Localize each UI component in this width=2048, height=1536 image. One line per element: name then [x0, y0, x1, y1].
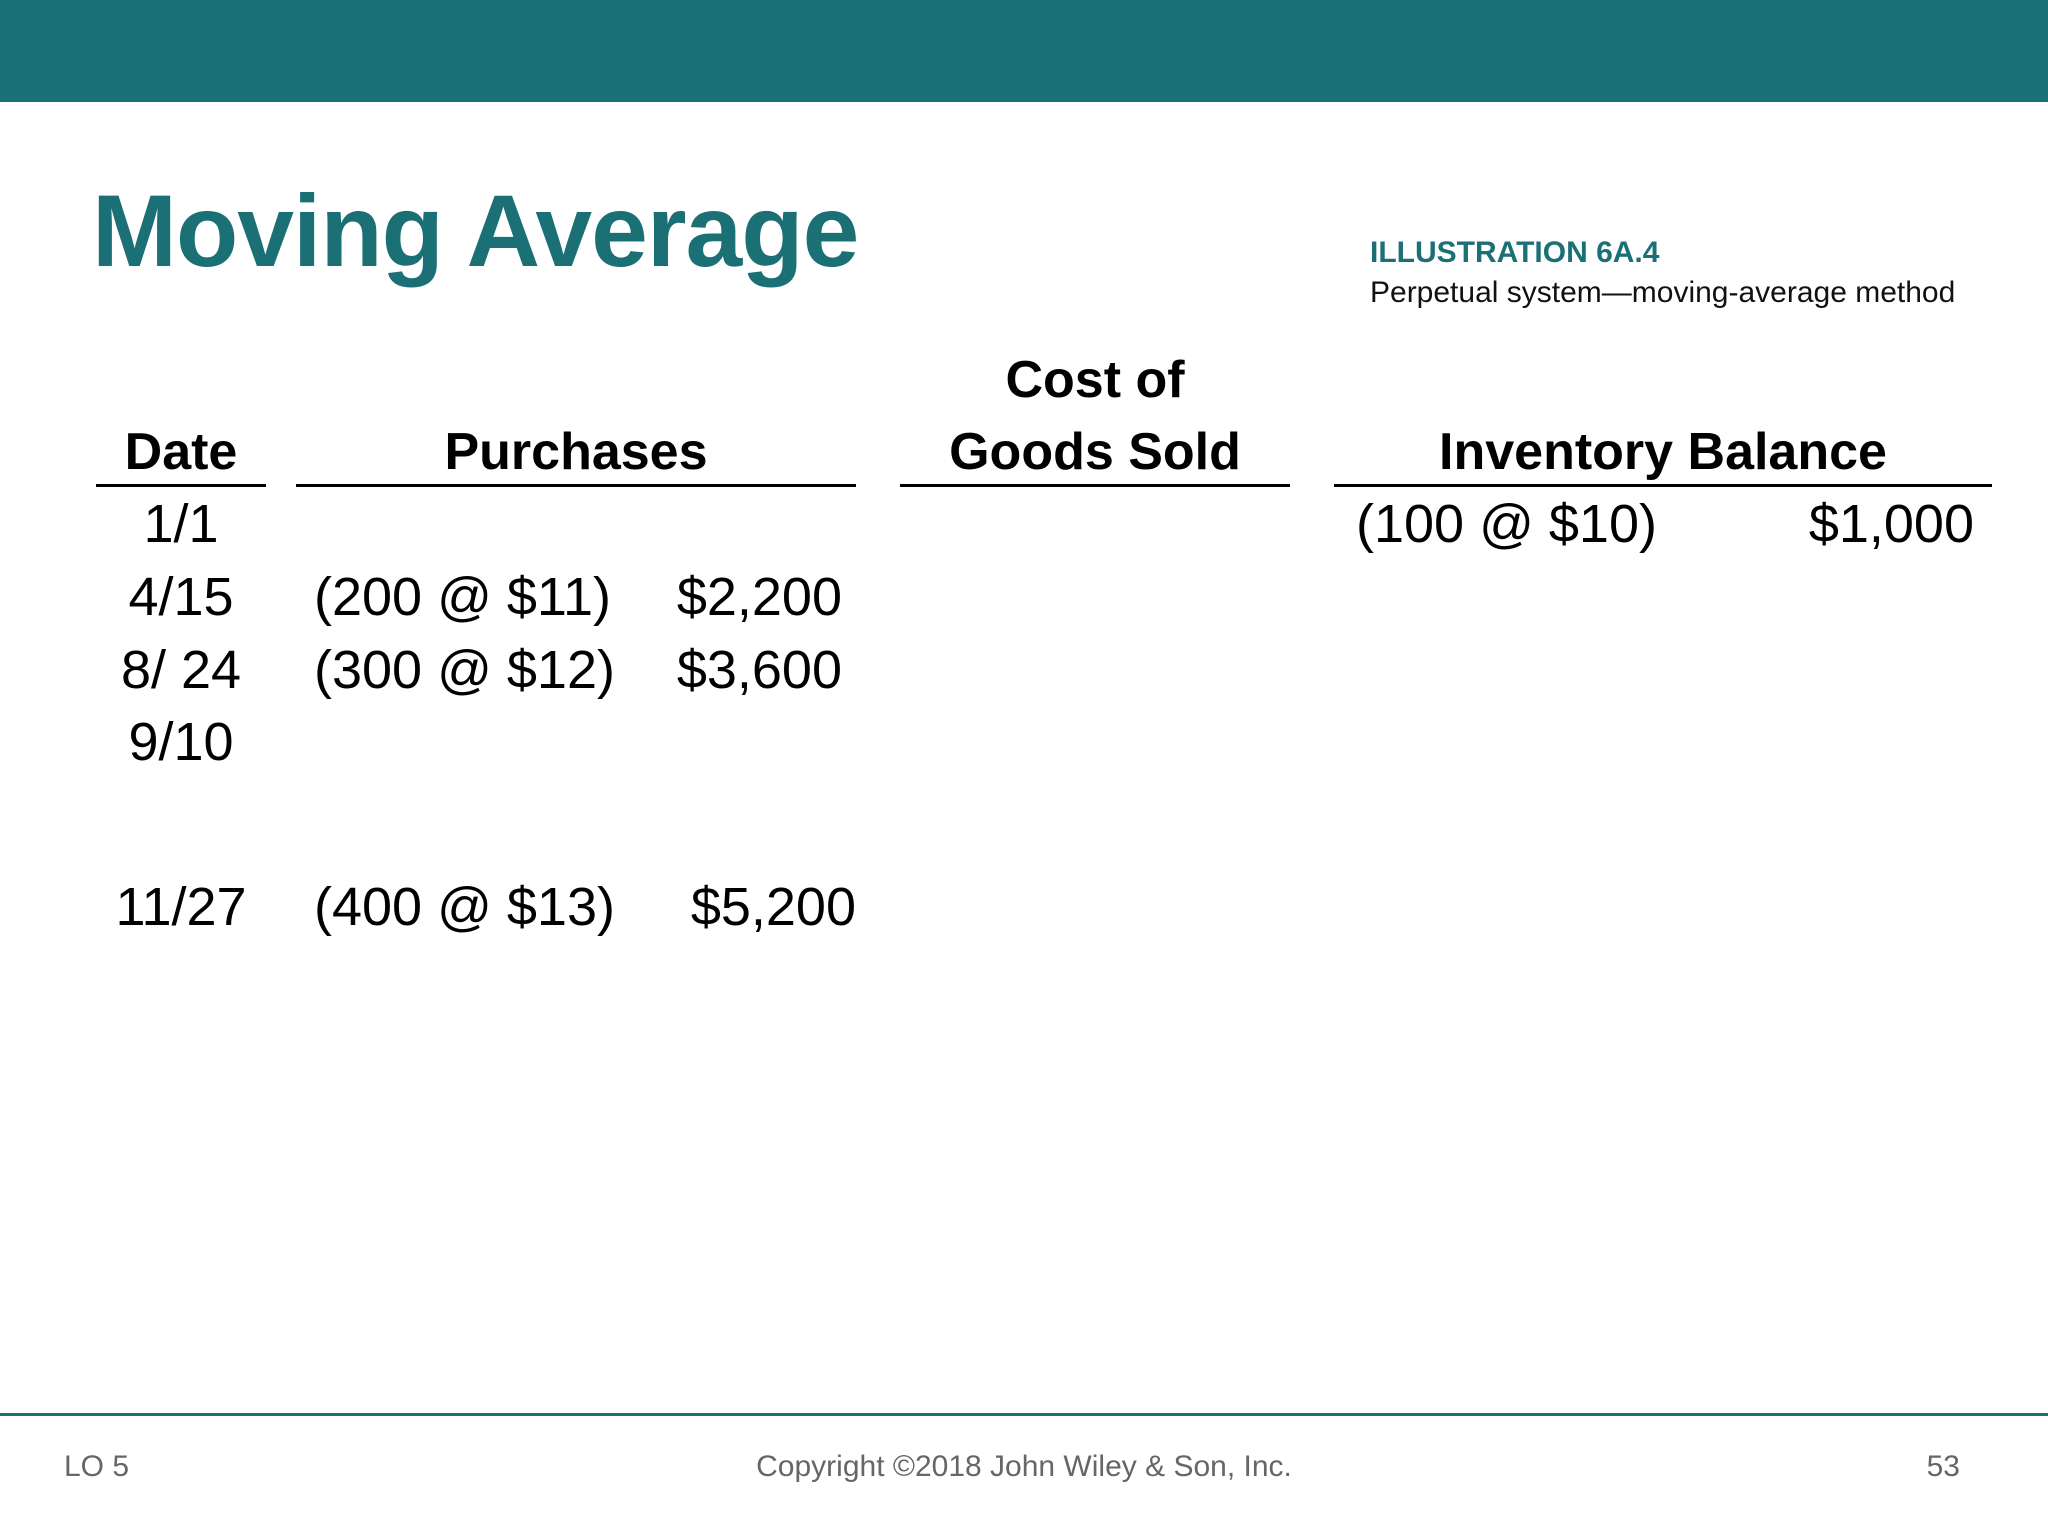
footer-divider	[0, 1413, 2048, 1416]
row-2-purchase-amount: $2,200	[676, 567, 842, 627]
header-inventory-balance: Inventory Balance	[1439, 423, 1887, 481]
header-date: Date	[124, 423, 238, 481]
row-5-date: 11/27	[115, 877, 247, 937]
row-1-inventory-units: (100 @ $10)	[1356, 494, 1657, 554]
header-cogs-rule	[900, 484, 1290, 487]
row-3-purchase-units: (300 @ $12)	[314, 640, 615, 700]
slide-title: Moving Average	[92, 174, 859, 288]
footer-copyright: Copyright ©2018 John Wiley & Son, Inc.	[756, 1450, 1292, 1483]
header-inventory-rule	[1334, 484, 1992, 487]
illustration-label: ILLUSTRATION 6A.4	[1370, 236, 1660, 269]
top-accent-bar	[0, 0, 2048, 102]
row-2-purchase-units: (200 @ $11)	[314, 567, 611, 627]
row-1-inventory-amount: $1,000	[1808, 494, 1974, 554]
row-3-date: 8/ 24	[120, 640, 242, 700]
row-2-date: 4/15	[128, 567, 234, 627]
header-cogs-line2: Goods Sold	[949, 423, 1241, 481]
row-5-purchase-amount: $5,200	[690, 877, 856, 937]
row-4-date: 9/10	[128, 712, 234, 772]
row-1-date: 1/1	[143, 494, 219, 554]
header-cogs-line1: Cost of	[1005, 351, 1185, 409]
row-3-purchase-amount: $3,600	[676, 640, 842, 700]
header-purchases-rule	[296, 484, 856, 487]
row-5-purchase-units: (400 @ $13)	[314, 877, 615, 937]
footer-page-number: 53	[1926, 1450, 1960, 1483]
header-date-rule	[96, 484, 266, 487]
footer-learning-objective: LO 5	[64, 1450, 130, 1483]
header-purchases: Purchases	[444, 423, 708, 481]
illustration-caption: Perpetual system—moving-average method	[1370, 276, 1956, 309]
